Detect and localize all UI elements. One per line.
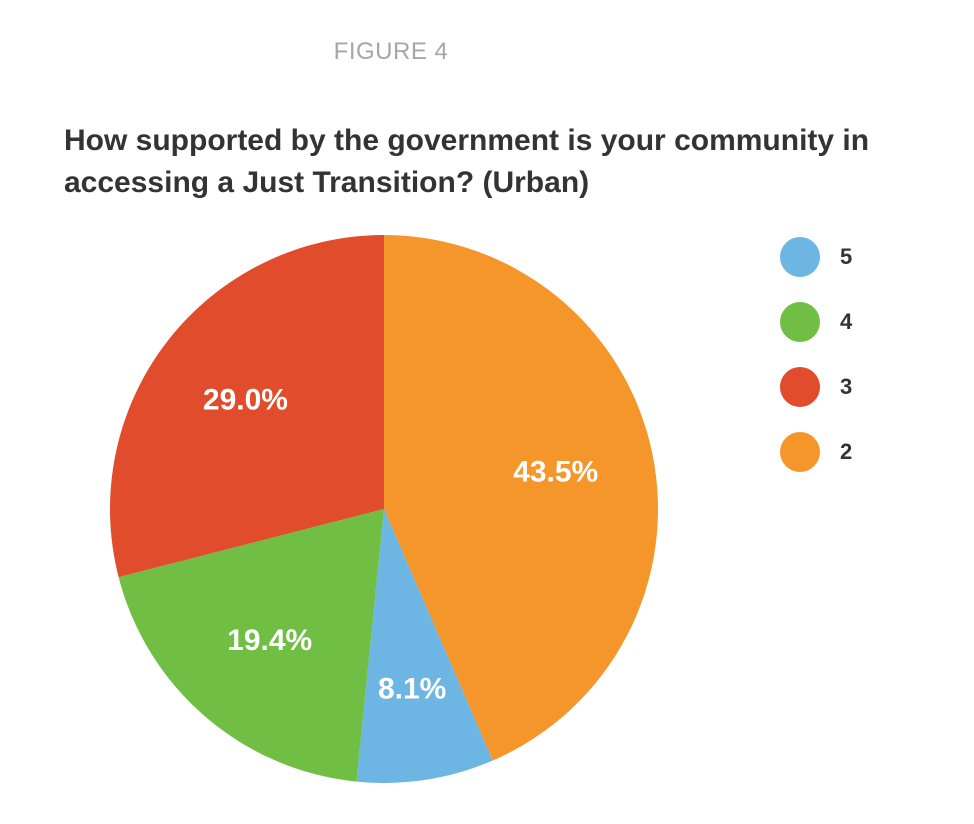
legend-label-3: 3 (840, 374, 853, 399)
legend-label-5: 5 (840, 244, 853, 269)
pie-slice-3 (109, 234, 384, 578)
legend-item-4: 4 (780, 301, 852, 343)
legend-item-3: 3 (780, 366, 852, 408)
legend-swatch-5 (780, 237, 820, 277)
pie-slice-4 (118, 509, 384, 782)
legend-label-2: 2 (840, 439, 853, 464)
pie-slice-2 (384, 235, 659, 761)
legend: 5 4 3 2 (780, 236, 852, 496)
pie-slice-5 (356, 509, 493, 783)
legend-item-2: 2 (780, 431, 852, 473)
slice-label-4: 19.4% (227, 624, 312, 657)
slice-label-3: 29.0% (203, 383, 288, 416)
legend-swatch-4 (780, 302, 820, 342)
legend-item-5: 5 (780, 236, 852, 278)
figure-label: FIGURE 4 (333, 38, 449, 65)
chart-title: How supported by the government is your … (64, 124, 870, 199)
slice-label-5: 8.1% (378, 672, 446, 705)
legend-label-4: 4 (840, 309, 853, 334)
legend-swatch-3 (780, 367, 820, 407)
legend-swatch-2 (780, 432, 820, 472)
slice-label-2: 43.5% (513, 455, 598, 488)
